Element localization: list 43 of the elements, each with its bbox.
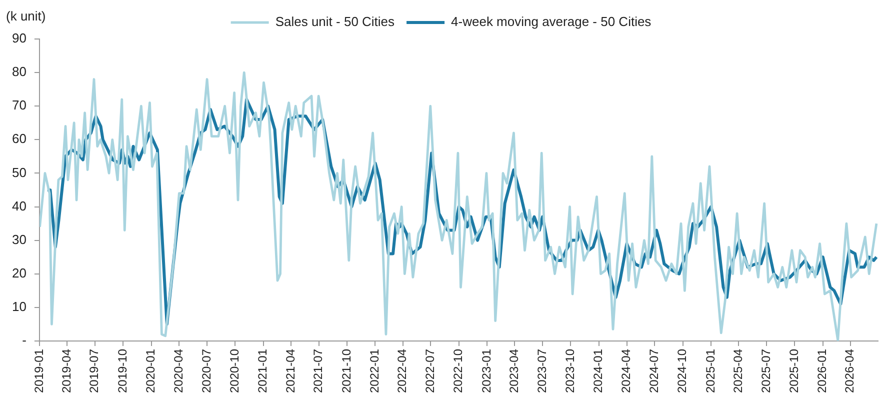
legend-label: Sales unit - 50 Cities [275,14,396,30]
x-tick-label: 2024-04 [619,348,634,394]
x-tick-label: 2026-04 [842,348,857,394]
x-tick-label: 2023-01 [479,348,494,394]
x-tick-label: 2025-04 [730,348,745,394]
y-tick-label: 60 [12,131,26,146]
x-tick-label: 2020-10 [228,348,242,394]
x-tick-label: 2019-04 [59,348,74,394]
y-tick-label: 90 [12,30,26,46]
y-tick-label: 30 [12,232,26,247]
x-tick-label: 2022-07 [423,348,438,394]
x-tick-label: 2021-10 [339,348,354,394]
y-tick-label: - [22,332,26,348]
x-tick-label: 2020-07 [199,348,214,394]
y-tick-label: 50 [12,164,26,180]
x-tick-label: 2025-01 [703,348,718,394]
x-tick-label: 2019-01 [32,348,46,394]
x-tick-label: 2019-10 [115,348,130,394]
x-tick-label: 2023-04 [506,348,521,394]
x-tick-label: 2023-10 [563,348,578,394]
y-tick-label: 70 [12,98,26,113]
y-tick-label: 20 [12,265,26,280]
x-tick-label: 2026-01 [815,348,830,394]
x-tick-label: 2019-07 [87,348,102,394]
y-tick-label: 40 [12,198,26,214]
x-tick-label: 2023-07 [534,348,549,394]
x-tick-label: 2024-01 [591,348,606,394]
x-tick-label: 2020-04 [171,348,186,394]
x-tick-label: 2021-04 [283,348,298,394]
x-tick-label: 2024-07 [646,348,661,394]
x-tick-label: 2020-01 [144,348,158,394]
x-tick-label: 2022-10 [451,348,466,394]
y-axis-title: (k unit) [6,8,46,24]
x-tick-label: 2021-07 [311,348,326,394]
x-tick-label: 2022-04 [395,348,410,394]
x-tick-label: 2025-07 [758,348,773,394]
y-tick-label: 10 [12,298,26,314]
x-tick-label: 2022-01 [368,348,382,394]
y-tick-label: 80 [12,64,26,80]
x-tick-label: 2021-01 [256,348,270,394]
x-tick-label: 2025-10 [786,348,801,394]
x-tick-label: 2024-10 [675,348,690,394]
legend-label: 4-week moving average - 50 Cities [451,14,652,30]
